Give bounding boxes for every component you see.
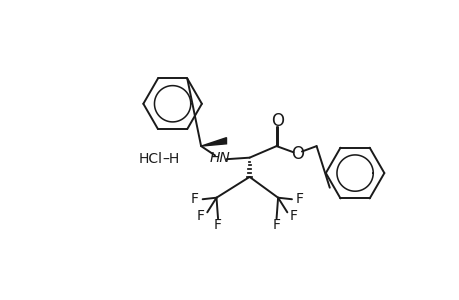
Text: F: F [213, 218, 222, 232]
Text: O: O [270, 112, 283, 130]
Text: HN: HN [209, 151, 230, 165]
Text: F: F [295, 192, 303, 206]
Text: F: F [289, 209, 297, 223]
Text: F: F [190, 192, 198, 206]
Text: O: O [290, 145, 303, 163]
Polygon shape [201, 138, 226, 146]
Text: HCl: HCl [138, 152, 162, 166]
Text: F: F [272, 218, 280, 232]
Text: F: F [196, 209, 205, 223]
Text: –H: –H [162, 152, 179, 166]
